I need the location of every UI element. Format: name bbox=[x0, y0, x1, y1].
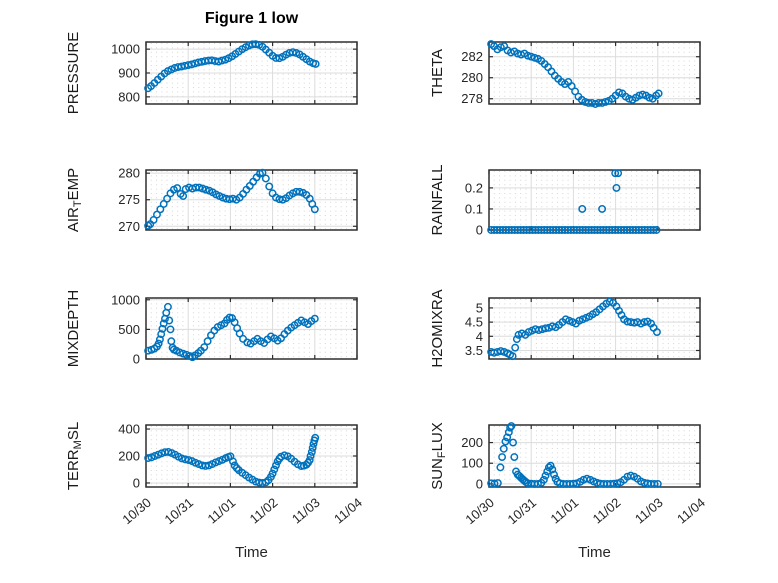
y-axis-label: TERRMSL bbox=[65, 422, 84, 490]
y-tick-label: 900 bbox=[118, 66, 140, 81]
tick-marks bbox=[488, 170, 701, 231]
y-tick-label: 500 bbox=[118, 322, 140, 337]
data-markers bbox=[144, 40, 320, 93]
y-tick-label: 3.5 bbox=[465, 343, 483, 358]
x-axis-label-left: Time bbox=[235, 544, 268, 561]
y-axis-label: RAINFALL bbox=[429, 165, 446, 236]
y-axis-label: AIRTEMP bbox=[65, 168, 84, 232]
minor-grid bbox=[150, 171, 353, 229]
x-tick-label: 11/04 bbox=[331, 495, 365, 527]
major-grid bbox=[489, 298, 700, 359]
y-tick-label: 100 bbox=[461, 456, 483, 471]
subplot-rainfall: 0 0.1 0.2 RAINFALL bbox=[429, 165, 701, 238]
y-tick-label: 0.2 bbox=[465, 180, 483, 195]
y-tick-label: 280 bbox=[118, 166, 140, 181]
x-tick-label: 11/01 bbox=[547, 495, 581, 527]
y-tick-label: 800 bbox=[118, 89, 140, 104]
x-tick-label: 11/01 bbox=[204, 495, 238, 527]
tick-marks bbox=[488, 298, 701, 359]
tick-marks bbox=[145, 298, 358, 360]
y-tick-label: 0 bbox=[133, 352, 140, 367]
y-tick-label: 5 bbox=[476, 300, 483, 315]
major-grid bbox=[489, 170, 700, 230]
data-markers bbox=[487, 297, 661, 361]
data-markers bbox=[144, 168, 319, 230]
data-markers bbox=[487, 169, 661, 234]
y-tick-label: 280 bbox=[461, 70, 483, 85]
subplot-sun_flux: 0 100 200 SUNFLUX 10/30 10/31 11/01 11/02 11/03 1… bbox=[429, 422, 708, 527]
axes-box bbox=[488, 424, 701, 488]
y-tick-label: 0 bbox=[476, 223, 483, 238]
y-tick-label: 275 bbox=[118, 192, 140, 207]
y-tick-label: 1000 bbox=[111, 42, 140, 57]
data-markers bbox=[144, 302, 319, 362]
x-tick-label: 11/03 bbox=[289, 495, 323, 527]
y-tick-label: 278 bbox=[461, 91, 483, 106]
minor-grid bbox=[150, 299, 353, 358]
data-markers bbox=[487, 40, 663, 108]
major-grid bbox=[146, 298, 357, 359]
figure-title: Figure 1 low bbox=[204, 10, 299, 27]
y-axis-label: SUNFLUX bbox=[429, 422, 448, 490]
y-tick-label: 200 bbox=[461, 435, 483, 450]
major-grid bbox=[146, 42, 357, 104]
y-tick-label: 4 bbox=[476, 329, 483, 344]
tick-marks bbox=[145, 42, 358, 104]
y-tick-label: 0 bbox=[476, 476, 483, 491]
data-markers bbox=[144, 433, 320, 487]
subplot-air_temp: 270 275 280 AIRTEMP bbox=[65, 166, 358, 234]
y-tick-label: 270 bbox=[118, 219, 140, 234]
x-tick-label: 10/30 bbox=[462, 495, 497, 527]
x-tick-label: 11/02 bbox=[247, 495, 281, 527]
minor-grid bbox=[493, 299, 696, 358]
subplot-terr_msl: 0 200 400 TERRMSL 10/30 10/31 11/01 11/02 11/03 1… bbox=[65, 422, 365, 528]
y-tick-label: 1000 bbox=[111, 292, 140, 307]
y-tick-label: 0.1 bbox=[465, 201, 483, 216]
x-tick-label: 10/31 bbox=[505, 495, 540, 527]
x-tick-label: 10/31 bbox=[162, 495, 197, 527]
major-grid bbox=[146, 170, 357, 230]
y-tick-label: 400 bbox=[118, 422, 140, 437]
y-tick-label: 0 bbox=[133, 475, 140, 490]
x-tick-label: 11/04 bbox=[674, 495, 708, 527]
y-axis-label: H2OMIXRA bbox=[429, 289, 446, 367]
x-tick-label: 10/30 bbox=[119, 495, 154, 527]
data-markers bbox=[487, 422, 662, 488]
subplot-mixdepth: 0 500 1000 MIXDEPTH bbox=[65, 290, 358, 368]
x-axis-label-right: Time bbox=[578, 544, 611, 561]
y-axis-label: PRESSURE bbox=[65, 32, 82, 115]
y-tick-label: 200 bbox=[118, 449, 140, 464]
y-tick-label: 4.5 bbox=[465, 315, 483, 330]
minor-grid bbox=[493, 171, 696, 229]
axes-box bbox=[488, 169, 701, 231]
axes-box bbox=[145, 297, 358, 360]
y-axis-label: THETA bbox=[429, 49, 446, 97]
y-tick-label: 282 bbox=[461, 49, 483, 64]
x-tick-label: 11/02 bbox=[590, 495, 624, 527]
minor-grid bbox=[493, 43, 696, 103]
subplot-theta: 278 280 282 THETA bbox=[429, 40, 701, 108]
tick-marks bbox=[488, 42, 701, 104]
subplot-pressure: 800 900 1000 PRESSURE bbox=[65, 32, 358, 115]
x-tick-label: 11/03 bbox=[632, 495, 666, 527]
tick-marks bbox=[145, 170, 358, 230]
axes-box bbox=[488, 297, 701, 360]
y-axis-label: MIXDEPTH bbox=[65, 290, 82, 368]
subplot-h2omixra: 3.544.55 H2OMIXRA bbox=[429, 289, 701, 368]
